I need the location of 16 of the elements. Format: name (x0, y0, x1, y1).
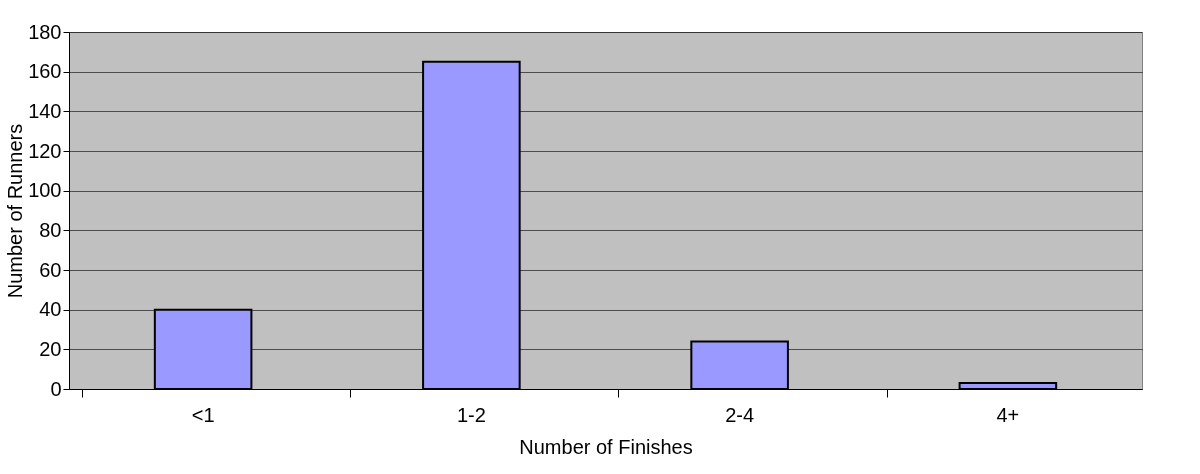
y-tick-label: 180 (28, 20, 62, 43)
y-tick-label: 120 (28, 139, 62, 162)
x-tick-label: 4+ (996, 403, 1020, 426)
y-tick-label: 100 (28, 179, 62, 202)
x-tick-label: 1-2 (456, 403, 486, 426)
y-tick-label: 160 (28, 60, 62, 83)
x-axis-title: Number of Finishes (519, 435, 693, 458)
y-tick-label: 80 (39, 218, 62, 241)
x-tick-label: 2-4 (725, 403, 755, 426)
y-tick-label: 20 (39, 337, 62, 360)
y-tick-label: 140 (28, 99, 62, 122)
y-tick-label: 0 (50, 377, 62, 400)
y-tick-label: 60 (39, 258, 62, 281)
y-axis-title: Number of Runners (4, 123, 27, 299)
y-tick-label: 40 (39, 298, 62, 321)
x-tick-label: <1 (191, 403, 215, 426)
